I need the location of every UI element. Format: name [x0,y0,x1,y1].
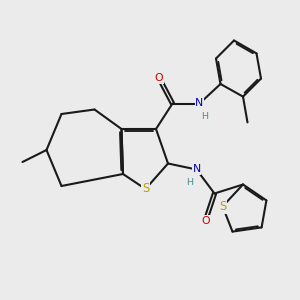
Text: S: S [142,182,149,196]
Text: O: O [201,215,210,226]
Text: H: H [186,178,194,187]
Text: S: S [219,200,226,213]
Text: H: H [201,112,208,121]
Text: N: N [192,164,201,175]
Text: O: O [155,73,163,83]
Text: N: N [195,98,204,109]
